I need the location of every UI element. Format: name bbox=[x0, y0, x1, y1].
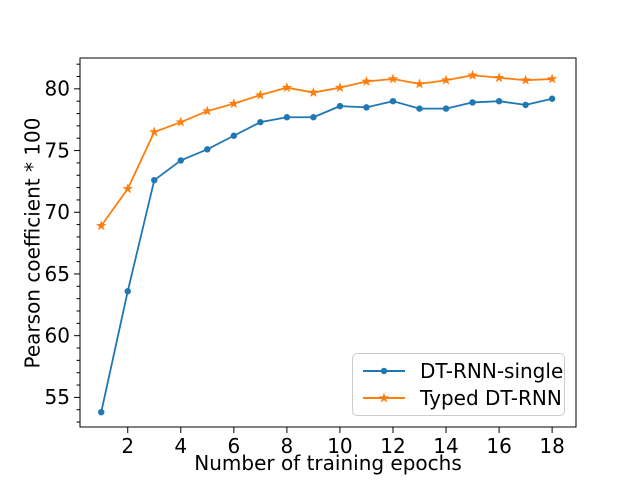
data-point-star bbox=[520, 74, 531, 85]
data-point-star bbox=[414, 78, 425, 89]
y-axis-label: Pearson coefficient * 100 bbox=[20, 117, 44, 368]
data-point-star bbox=[149, 126, 160, 137]
x-tick-label: 10 bbox=[327, 434, 352, 458]
data-point-circle bbox=[283, 114, 291, 121]
x-tick-label: 18 bbox=[539, 434, 564, 458]
data-point-circle bbox=[204, 146, 211, 153]
x-tick-label: 6 bbox=[227, 434, 240, 458]
data-point-star bbox=[493, 72, 505, 83]
y-tick-label: 65 bbox=[45, 262, 70, 286]
x-tick-label: 16 bbox=[486, 434, 511, 458]
series-line bbox=[100, 97, 553, 413]
legend-item: Typed DT-RNN bbox=[361, 387, 562, 409]
x-tick-label: 4 bbox=[174, 434, 187, 458]
data-point-star bbox=[387, 73, 399, 84]
y-tick-label: 70 bbox=[45, 200, 70, 224]
y-tick-label: 75 bbox=[45, 138, 70, 162]
data-point-star bbox=[95, 220, 107, 231]
x-tick-label: 14 bbox=[433, 434, 458, 458]
data-point-circle bbox=[336, 102, 344, 110]
data-point-circle bbox=[389, 97, 397, 105]
y-tick-label: 80 bbox=[45, 77, 70, 101]
data-point-circle bbox=[548, 95, 556, 102]
data-point-star bbox=[361, 75, 372, 86]
legend-item: DT-RNN-single bbox=[361, 360, 563, 382]
y-axis-label-container: Pearson coefficient * 100 bbox=[4, 58, 60, 427]
y-tick-label: 60 bbox=[45, 323, 70, 347]
plot-frame bbox=[79, 57, 577, 428]
legend-label: DT-RNN-single bbox=[420, 359, 564, 384]
data-point-star bbox=[281, 82, 293, 93]
data-point-star bbox=[175, 116, 187, 127]
data-point-star bbox=[228, 98, 240, 109]
data-point-circle bbox=[442, 105, 450, 112]
data-point-star bbox=[334, 82, 346, 93]
data-point-circle bbox=[151, 176, 158, 184]
data-point-circle bbox=[98, 408, 105, 416]
data-point-star bbox=[122, 183, 133, 194]
data-point-circle bbox=[230, 132, 238, 139]
data-point-circle bbox=[522, 101, 529, 109]
data-point-star bbox=[255, 89, 266, 100]
data-point-circle bbox=[469, 99, 476, 106]
legend: DT-RNN-single Typed DT-RNN bbox=[352, 353, 565, 416]
data-point-circle bbox=[363, 104, 370, 111]
data-point-circle bbox=[124, 288, 131, 295]
data-point-circle bbox=[495, 97, 503, 105]
x-tick-label: 8 bbox=[281, 434, 294, 458]
data-point-star bbox=[467, 69, 478, 80]
data-point-star bbox=[202, 105, 213, 116]
x-tick-label: 2 bbox=[121, 434, 134, 458]
data-point-star bbox=[440, 74, 452, 85]
data-point-circle bbox=[416, 105, 423, 112]
data-point-circle bbox=[257, 118, 264, 126]
series-line bbox=[100, 74, 553, 227]
x-axis-label: Number of training epochs bbox=[194, 451, 462, 475]
data-point-star bbox=[546, 73, 558, 84]
data-point-star bbox=[308, 87, 319, 97]
legend-label: Typed DT-RNN bbox=[420, 385, 562, 410]
legend-line-circle-marker-sample bbox=[363, 368, 405, 375]
legend-sample-circle bbox=[380, 368, 388, 375]
legend-line-star-marker-sample bbox=[363, 392, 405, 403]
legend-sample-star bbox=[378, 392, 390, 403]
data-point-circle bbox=[310, 114, 317, 121]
x-tick-label: 12 bbox=[380, 434, 405, 458]
data-point-circle bbox=[177, 157, 184, 164]
y-tick-label: 55 bbox=[45, 385, 70, 409]
